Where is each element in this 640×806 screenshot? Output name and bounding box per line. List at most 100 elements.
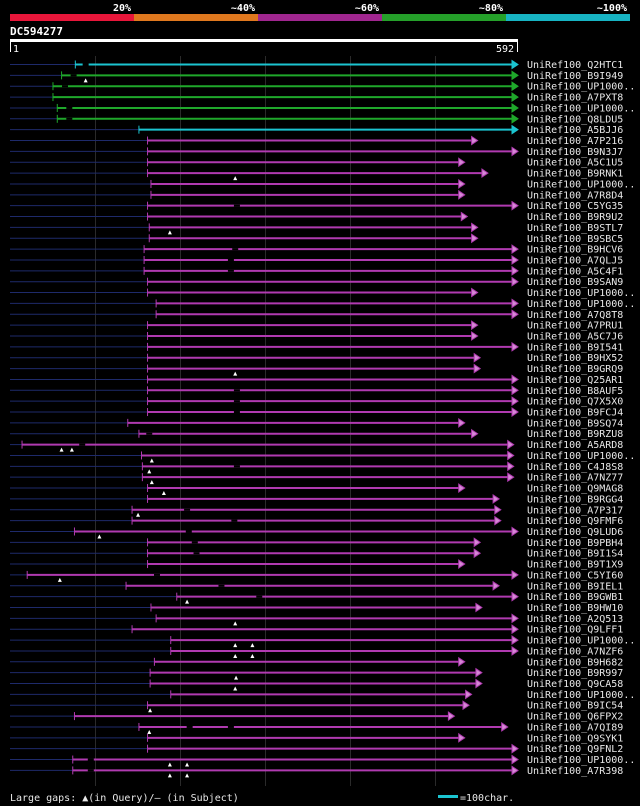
hit-row[interactable]: UniRef100_B9I541 bbox=[10, 341, 623, 353]
hit-name-link[interactable]: UniRef100_Q9FNL2 bbox=[527, 744, 623, 755]
hit-row[interactable]: UniRef100_A7NZF6 bbox=[10, 646, 623, 658]
hit-name-link[interactable]: UniRef100_Q7X5X0 bbox=[527, 397, 623, 408]
hit-row[interactable]: UniRef100_Q6FPX2 bbox=[10, 711, 623, 723]
hit-row[interactable]: UniRef100_B9R997 bbox=[10, 667, 623, 680]
hit-row[interactable]: UniRef100_A7R398 bbox=[10, 765, 623, 778]
hit-row[interactable]: UniRef100_UP1000.. bbox=[10, 450, 635, 463]
hit-row[interactable]: UniRef100_A7P317 bbox=[10, 504, 623, 517]
hit-row[interactable]: UniRef100_B9GRQ9 bbox=[10, 363, 623, 376]
hit-row[interactable]: UniRef100_B9T1X9 bbox=[10, 559, 623, 571]
hit-row[interactable]: UniRef100_A7PRU1 bbox=[10, 320, 623, 332]
hit-name-link[interactable]: UniRef100_A7R398 bbox=[527, 766, 623, 777]
hit-name-link[interactable]: UniRef100_Q8LDU5 bbox=[527, 114, 623, 125]
hit-name-link[interactable]: UniRef100_A7P216 bbox=[527, 136, 623, 147]
hit-name-link[interactable]: UniRef100_A7PRU1 bbox=[527, 321, 623, 332]
hit-name-link[interactable]: UniRef100_Q6FPX2 bbox=[527, 712, 623, 723]
hit-name-link[interactable]: UniRef100_B9I541 bbox=[527, 342, 623, 353]
hit-row[interactable]: UniRef100_A7Q8T8 bbox=[10, 309, 623, 321]
hit-row[interactable]: UniRef100_B9RZU8 bbox=[10, 428, 623, 440]
hit-row[interactable]: UniRef100_B9RNK1 bbox=[10, 168, 623, 181]
hit-name-link[interactable]: UniRef100_B9HW10 bbox=[527, 603, 623, 614]
hit-name-link[interactable]: UniRef100_B9GRQ9 bbox=[527, 364, 623, 375]
hit-row[interactable]: UniRef100_C4J8S8 bbox=[10, 461, 623, 474]
hit-row[interactable]: UniRef100_Q9LFF1 bbox=[10, 624, 623, 636]
hit-row[interactable]: UniRef100_B9I1S4 bbox=[10, 548, 623, 560]
hit-name-link[interactable]: UniRef100_B9IEL1 bbox=[527, 581, 623, 592]
hit-name-link[interactable]: UniRef100_B9SAN9 bbox=[527, 277, 623, 288]
hit-row[interactable]: UniRef100_Q8LDU5 bbox=[10, 113, 623, 125]
hit-name-link[interactable]: UniRef100_UP1000.. bbox=[527, 451, 635, 462]
hit-name-link[interactable]: UniRef100_A7NZF6 bbox=[527, 646, 623, 657]
hit-name-link[interactable]: UniRef100_B9FCJ4 bbox=[527, 408, 623, 419]
hit-name-link[interactable]: UniRef100_B9RNK1 bbox=[527, 169, 623, 180]
hit-name-link[interactable]: UniRef100_UP1000.. bbox=[527, 179, 635, 190]
hit-name-link[interactable]: UniRef100_A5ARD8 bbox=[527, 440, 623, 451]
hit-name-link[interactable]: UniRef100_A7P317 bbox=[527, 505, 623, 516]
hit-name-link[interactable]: UniRef100_C5YI60 bbox=[527, 570, 623, 581]
hit-row[interactable]: UniRef100_A5ARD8 bbox=[10, 439, 623, 452]
hit-name-link[interactable]: UniRef100_Q9SYK1 bbox=[527, 733, 623, 744]
hit-row[interactable]: UniRef100_B9GWB1 bbox=[10, 591, 623, 604]
hit-name-link[interactable]: UniRef100_UP1000.. bbox=[527, 299, 635, 310]
hit-row[interactable]: UniRef100_A2Q513 bbox=[10, 613, 623, 626]
hit-name-link[interactable]: UniRef100_Q9FMF6 bbox=[527, 516, 623, 527]
hit-name-link[interactable]: UniRef100_Q9MAG8 bbox=[527, 484, 623, 495]
hit-name-link[interactable]: UniRef100_A7NZ77 bbox=[527, 473, 623, 484]
hit-row[interactable]: UniRef100_UP1000.. bbox=[10, 287, 635, 299]
hit-row[interactable]: UniRef100_UP1000.. bbox=[10, 179, 635, 190]
hit-name-link[interactable]: UniRef100_B9RGG4 bbox=[527, 494, 623, 505]
hit-name-link[interactable]: UniRef100_B9HCV6 bbox=[527, 245, 623, 256]
hit-row[interactable]: UniRef100_A7PXT8 bbox=[10, 92, 623, 104]
hit-name-link[interactable]: UniRef100_C4J8S8 bbox=[527, 462, 623, 473]
hit-row[interactable]: UniRef100_B9SQ74 bbox=[10, 417, 623, 429]
hit-row[interactable]: UniRef100_B8AUF5 bbox=[10, 385, 623, 397]
hit-row[interactable]: UniRef100_UP1000.. bbox=[10, 754, 635, 767]
hit-row[interactable]: UniRef100_B9IEL1 bbox=[10, 580, 623, 592]
hit-row[interactable]: UniRef100_A7QLJ5 bbox=[10, 255, 623, 266]
hit-row[interactable]: UniRef100_C5YG35 bbox=[10, 200, 623, 212]
hit-row[interactable]: UniRef100_B9R9U2 bbox=[10, 211, 623, 223]
hit-row[interactable]: UniRef100_B9SBC5 bbox=[10, 233, 623, 245]
hit-row[interactable]: UniRef100_UP1000.. bbox=[10, 298, 635, 310]
hit-name-link[interactable]: UniRef100_A7PXT8 bbox=[527, 93, 623, 104]
hit-name-link[interactable]: UniRef100_A5BJJ6 bbox=[527, 125, 623, 136]
hit-name-link[interactable]: UniRef100_A7Q8T8 bbox=[527, 310, 623, 321]
hit-name-link[interactable]: UniRef100_UP1000.. bbox=[527, 636, 635, 647]
hit-row[interactable]: UniRef100_A7R8D4 bbox=[10, 189, 623, 201]
hit-name-link[interactable]: UniRef100_B9H682 bbox=[527, 657, 623, 668]
hit-row[interactable]: UniRef100_Q9FNL2 bbox=[10, 743, 623, 755]
hit-name-link[interactable]: UniRef100_B9HX52 bbox=[527, 353, 623, 364]
hit-row[interactable]: UniRef100_Q9SYK1 bbox=[10, 732, 623, 744]
hit-name-link[interactable]: UniRef100_Q9LUD6 bbox=[527, 527, 623, 538]
hit-row[interactable]: UniRef100_B9HW10 bbox=[10, 602, 623, 614]
hit-row[interactable]: UniRef100_Q9MAG8 bbox=[10, 483, 623, 496]
hit-row[interactable]: UniRef100_UP1000.. bbox=[10, 81, 635, 93]
hit-name-link[interactable]: UniRef100_UP1000.. bbox=[527, 690, 635, 701]
hit-name-link[interactable]: UniRef100_A5C7J6 bbox=[527, 332, 623, 343]
hit-row[interactable]: UniRef100_A5C4F1 bbox=[10, 265, 623, 277]
hit-name-link[interactable]: UniRef100_A7R8D4 bbox=[527, 190, 623, 201]
hit-row[interactable]: UniRef100_UP1000.. bbox=[10, 103, 635, 114]
hit-row[interactable]: UniRef100_Q25AR1 bbox=[10, 374, 623, 386]
hit-name-link[interactable]: UniRef100_A7QI89 bbox=[527, 722, 623, 733]
hit-row[interactable]: UniRef100_A7NZ77 bbox=[10, 472, 623, 485]
hit-row[interactable]: UniRef100_Q9CA58 bbox=[10, 678, 623, 691]
hit-row[interactable]: UniRef100_A5C1U5 bbox=[10, 157, 623, 169]
hit-row[interactable]: UniRef100_A7QI89 bbox=[10, 722, 623, 734]
hit-name-link[interactable]: UniRef100_UP1000.. bbox=[527, 103, 635, 114]
hit-name-link[interactable]: UniRef100_A2Q513 bbox=[527, 614, 623, 625]
hit-row[interactable]: UniRef100_B9H682 bbox=[10, 656, 623, 668]
hit-row[interactable]: UniRef100_C5YI60 bbox=[10, 569, 623, 582]
hit-name-link[interactable]: UniRef100_B9SBC5 bbox=[527, 234, 623, 245]
hit-row[interactable]: UniRef100_UP1000.. bbox=[10, 689, 635, 701]
hit-name-link[interactable]: UniRef100_C5YG35 bbox=[527, 201, 623, 212]
hit-name-link[interactable]: UniRef100_B9IC54 bbox=[527, 701, 623, 712]
hit-name-link[interactable]: UniRef100_B9N3J7 bbox=[527, 147, 623, 158]
hit-name-link[interactable]: UniRef100_A7QLJ5 bbox=[527, 255, 623, 266]
hit-row[interactable]: UniRef100_Q9LUD6 bbox=[10, 526, 623, 539]
hit-row[interactable]: UniRef100_B9STL7 bbox=[10, 222, 623, 235]
hit-name-link[interactable]: UniRef100_B9R9U2 bbox=[527, 212, 623, 223]
hit-row[interactable]: UniRef100_Q7X5X0 bbox=[10, 396, 623, 408]
hit-name-link[interactable]: UniRef100_A5C4F1 bbox=[527, 266, 623, 277]
hit-name-link[interactable]: UniRef100_Q9LFF1 bbox=[527, 625, 623, 636]
